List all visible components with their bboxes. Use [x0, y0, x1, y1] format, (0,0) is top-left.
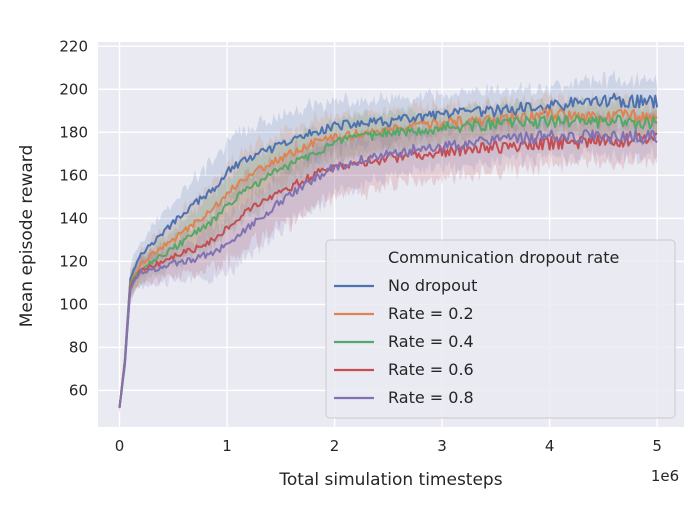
- legend-items: No dropout Rate = 0.2 Rate = 0.4 Rate = 0.6…: [334, 276, 477, 407]
- confidence-band: [119, 69, 658, 412]
- y-tick-label: 80: [69, 338, 88, 356]
- series-line: [118, 128, 658, 408]
- x-tick-label: 5: [652, 437, 662, 455]
- y-tick-label: 160: [59, 166, 88, 184]
- y-tick-label: 100: [59, 295, 88, 313]
- y-tick-label: 220: [59, 37, 88, 55]
- x-tick-label: 3: [437, 437, 447, 455]
- x-tick-label: 0: [115, 437, 125, 455]
- legend-entry-label: Rate = 0.8: [388, 388, 474, 407]
- x-tick-label: 1: [222, 437, 232, 455]
- series-lines: [118, 92, 659, 409]
- x-tick-labels: 0 1 2 3 4 5: [115, 437, 662, 455]
- legend-entry-label: No dropout: [388, 276, 477, 295]
- y-tick-labels: 60 80 100 120 140 160 180 200 220: [59, 37, 88, 399]
- y-tick-label: 200: [59, 80, 88, 98]
- y-tick-label: 180: [59, 123, 88, 141]
- y-tick-label: 140: [59, 209, 88, 227]
- confidence-band: [119, 95, 658, 413]
- legend-entry-label: Rate = 0.2: [388, 304, 474, 323]
- legend-entry-label: Rate = 0.6: [388, 360, 474, 379]
- x-tick-label: 4: [545, 437, 555, 455]
- x-offset-label: 1e6: [651, 467, 679, 485]
- y-tick-label: 120: [59, 252, 88, 270]
- legend-entry-label: Rate = 0.4: [388, 332, 474, 351]
- x-tick-label: 2: [330, 437, 340, 455]
- y-tick-label: 60: [69, 381, 88, 399]
- legend-box: [325, 239, 676, 419]
- y-axis-label: Mean episode reward: [17, 145, 37, 327]
- series-line: [118, 114, 658, 409]
- x-axis-label: Total simulation timesteps: [278, 470, 502, 490]
- legend: Communication dropout rate No dropout Rat…: [325, 239, 676, 419]
- series-line: [118, 92, 659, 409]
- legend-title: Communication dropout rate: [388, 248, 619, 267]
